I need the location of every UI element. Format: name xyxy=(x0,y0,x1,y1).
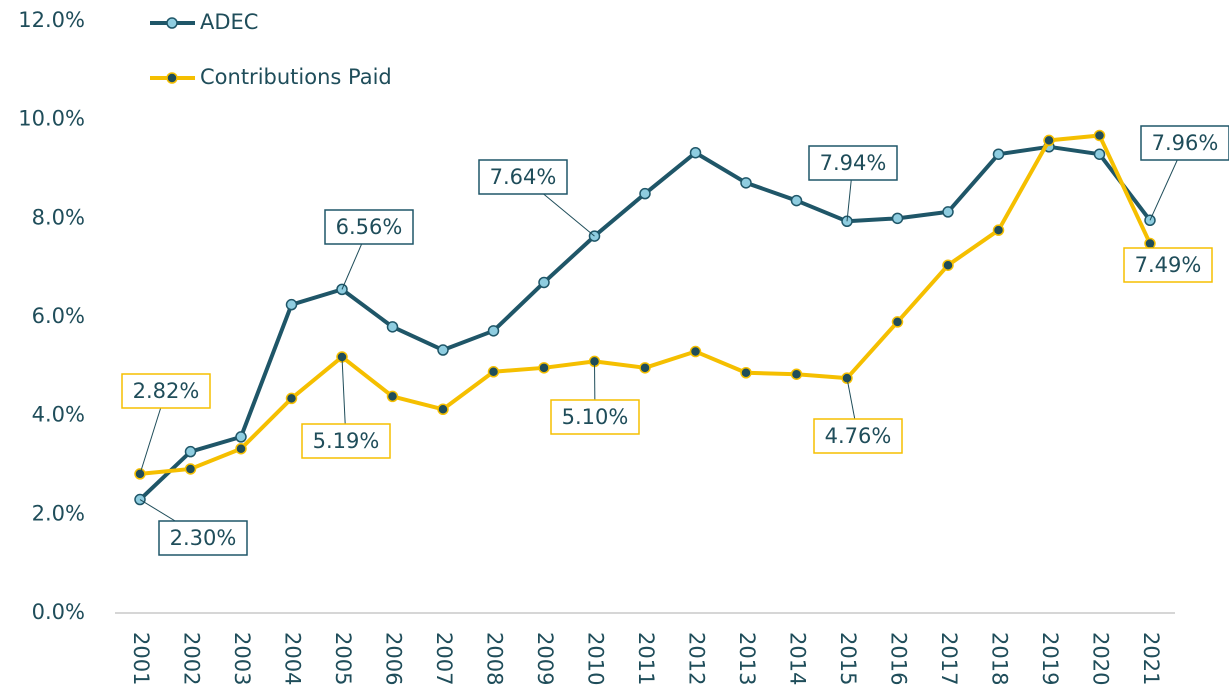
data-label: 5.19% xyxy=(313,429,380,453)
data-point xyxy=(487,366,500,378)
legend-marker xyxy=(166,72,178,84)
x-tick-label: 2006 xyxy=(382,632,406,685)
y-tick-label: 4.0% xyxy=(32,403,85,427)
x-tick-label: 2013 xyxy=(735,632,759,685)
data-point xyxy=(992,148,1005,160)
data-label: 5.10% xyxy=(562,405,629,429)
data-point xyxy=(1043,134,1055,147)
data-label: 6.56% xyxy=(336,215,403,239)
data-label: 7.96% xyxy=(1152,131,1219,155)
data-point xyxy=(487,325,500,337)
data-point xyxy=(386,321,399,333)
x-tick-label: 2007 xyxy=(432,632,456,685)
label-box xyxy=(1140,125,1229,161)
series-line xyxy=(138,144,1152,501)
legend-label: ADEC xyxy=(200,10,258,34)
label-box xyxy=(121,373,211,409)
data-point xyxy=(891,212,904,225)
x-tick-label: 2002 xyxy=(180,632,204,685)
y-tick-label: 12.0% xyxy=(18,8,85,32)
data-point xyxy=(235,442,247,455)
data-label: 4.76% xyxy=(825,424,892,448)
x-tick-label: 2019 xyxy=(1038,632,1062,685)
legend-marker xyxy=(166,17,178,29)
data-point xyxy=(437,344,449,356)
x-tick-label: 2009 xyxy=(533,632,557,685)
x-tick-label: 2005 xyxy=(331,632,355,685)
data-point xyxy=(235,431,247,443)
label-box xyxy=(808,145,898,181)
data-point xyxy=(639,187,651,200)
x-tick-label: 2003 xyxy=(230,632,254,685)
data-point xyxy=(1093,148,1106,160)
label-box xyxy=(158,520,248,556)
y-tick-label: 6.0% xyxy=(32,304,85,328)
data-label: 7.94% xyxy=(820,151,887,175)
x-tick-label: 2018 xyxy=(988,632,1012,685)
data-point xyxy=(942,206,954,218)
data-point xyxy=(740,177,752,189)
data-label: 2.82% xyxy=(133,379,200,403)
x-tick-label: 2015 xyxy=(836,632,860,685)
data-point xyxy=(790,194,803,207)
label-box xyxy=(324,209,414,245)
data-point xyxy=(285,298,298,311)
y-tick-label: 2.0% xyxy=(32,501,85,525)
data-point xyxy=(992,224,1005,236)
data-point xyxy=(942,259,954,271)
y-tick-label: 8.0% xyxy=(32,205,85,229)
x-tick-label: 2012 xyxy=(685,632,709,685)
x-tick-label: 2014 xyxy=(786,632,810,685)
x-tick-label: 2004 xyxy=(281,632,305,685)
data-point xyxy=(639,362,651,374)
data-label: 7.49% xyxy=(1135,253,1202,277)
data-point xyxy=(285,392,298,405)
x-tick-label: 2008 xyxy=(483,632,507,685)
data-point xyxy=(437,403,449,416)
x-tick-label: 2010 xyxy=(584,632,608,685)
data-point xyxy=(538,362,550,374)
data-point xyxy=(689,146,702,159)
label-box xyxy=(1123,247,1213,283)
y-tick-label: 10.0% xyxy=(18,107,85,131)
label-box xyxy=(478,159,568,195)
legend-label: Contributions Paid xyxy=(200,65,392,89)
data-point xyxy=(1093,129,1106,142)
data-label: 2.30% xyxy=(170,526,237,550)
label-box xyxy=(550,399,640,435)
data-point xyxy=(538,276,550,289)
data-point xyxy=(689,345,702,358)
x-tick-label: 2001 xyxy=(129,632,153,685)
label-box xyxy=(301,423,391,459)
data-point xyxy=(184,445,197,458)
x-tick-label: 2021 xyxy=(1139,632,1163,685)
data-point xyxy=(891,316,904,328)
data-point xyxy=(740,366,752,379)
data-point xyxy=(184,463,197,475)
x-tick-label: 2020 xyxy=(1089,632,1113,685)
x-tick-label: 2017 xyxy=(937,632,961,685)
label-box xyxy=(813,418,903,454)
data-point xyxy=(386,390,399,403)
data-label: 7.64% xyxy=(490,165,557,189)
y-tick-label: 0.0% xyxy=(32,600,85,624)
x-tick-label: 2016 xyxy=(887,632,911,685)
x-tick-label: 2011 xyxy=(634,632,658,685)
data-point xyxy=(790,368,803,380)
